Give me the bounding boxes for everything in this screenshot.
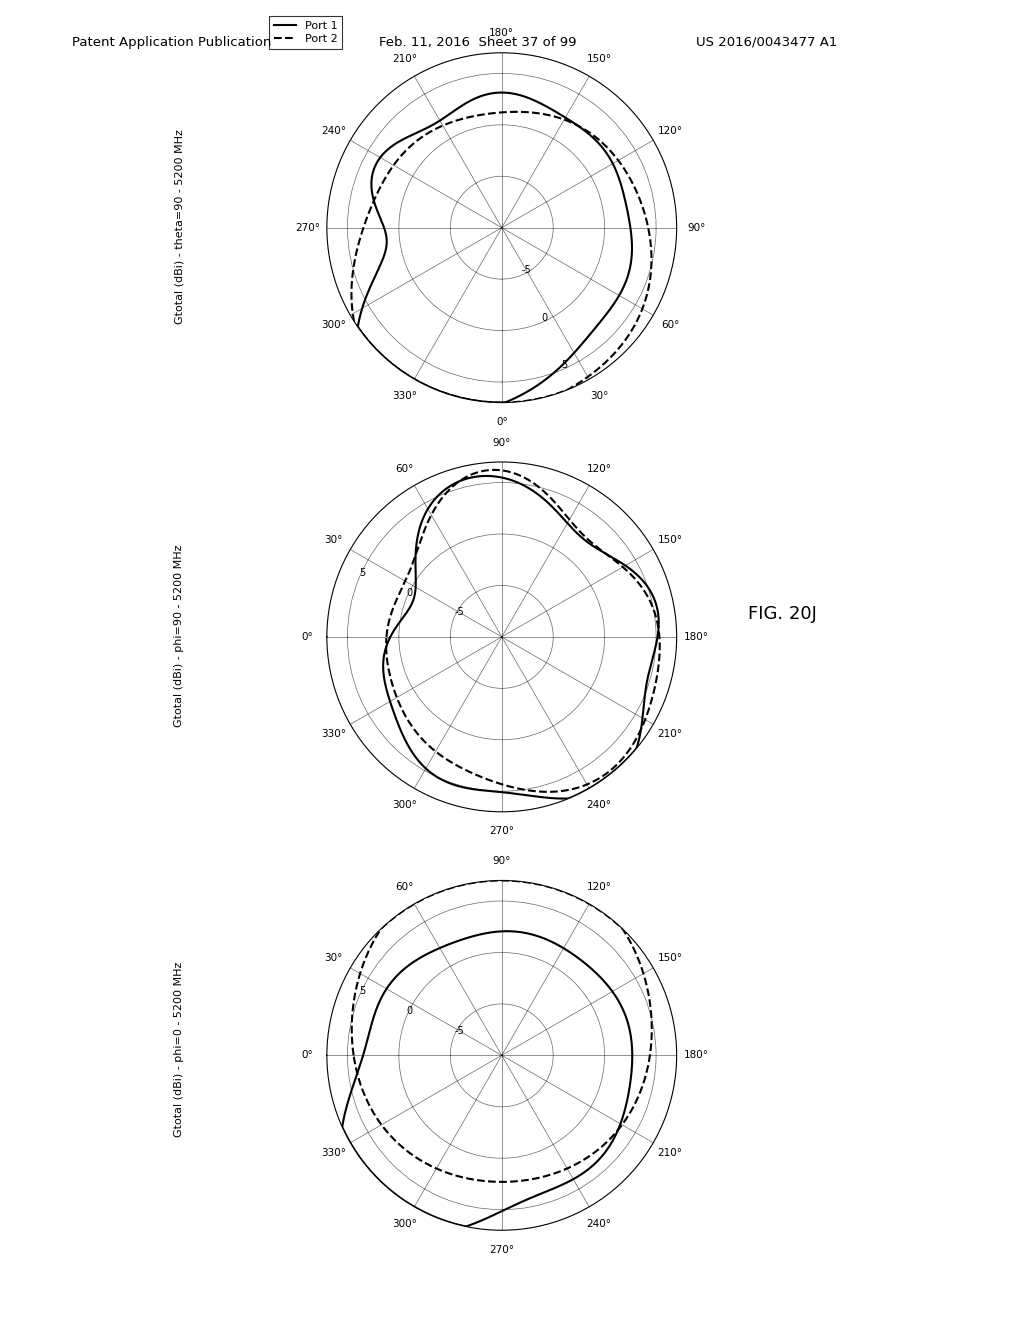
Text: US 2016/0043477 A1: US 2016/0043477 A1 (696, 36, 838, 49)
Legend: Port 1, Port 2: Port 1, Port 2 (269, 16, 342, 49)
Text: FIG. 20J: FIG. 20J (748, 605, 816, 623)
Text: Gtotal (dBi) - theta=90 - 5200 MHz: Gtotal (dBi) - theta=90 - 5200 MHz (174, 129, 184, 325)
Text: Feb. 11, 2016  Sheet 37 of 99: Feb. 11, 2016 Sheet 37 of 99 (379, 36, 577, 49)
Text: Gtotal (dBi) - phi=90 - 5200 MHz: Gtotal (dBi) - phi=90 - 5200 MHz (174, 545, 184, 727)
Text: Patent Application Publication: Patent Application Publication (72, 36, 271, 49)
Text: Gtotal (dBi) - phi=0 - 5200 MHz: Gtotal (dBi) - phi=0 - 5200 MHz (174, 962, 184, 1137)
